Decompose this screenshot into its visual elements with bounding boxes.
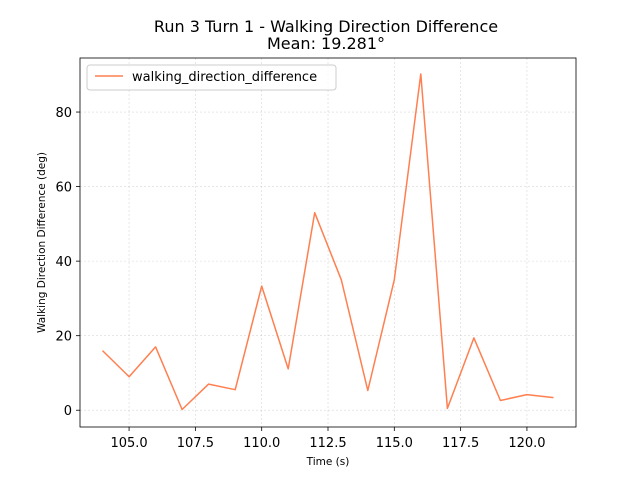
grid xyxy=(80,58,576,427)
legend-entry-label: walking_direction_difference xyxy=(132,70,317,85)
y-tick-label: 60 xyxy=(55,181,72,196)
y-tick-label: 40 xyxy=(55,255,72,270)
chart-title-line1: Run 3 Turn 1 - Walking Direction Differe… xyxy=(154,17,498,36)
y-axis-ticks: 0 20 40 60 80 xyxy=(55,106,80,419)
series-line-walking-direction-difference xyxy=(101,73,554,411)
x-tick-label: 117.5 xyxy=(442,436,479,451)
legend: walking_direction_difference xyxy=(86,64,337,91)
x-axis-ticks: 105.0 107.5 110.0 112.5 115.0 117.5 120.0 xyxy=(110,427,546,451)
legend-box xyxy=(86,64,337,91)
y-tick-label: 20 xyxy=(55,330,72,345)
x-tick-label: 105.0 xyxy=(110,436,147,451)
series-layer xyxy=(101,73,554,411)
x-tick-label: 112.5 xyxy=(309,436,346,451)
x-axis-label: Time (s) xyxy=(306,456,350,468)
chart-title-line2: Mean: 19.281° xyxy=(267,34,385,53)
x-tick-label: 110.0 xyxy=(243,436,280,451)
x-tick-label: 115.0 xyxy=(376,436,413,451)
x-tick-label: 120.0 xyxy=(508,436,545,451)
y-tick-label: 80 xyxy=(55,106,72,121)
x-tick-label: 107.5 xyxy=(177,436,214,451)
y-axis-label: Walking Direction Difference (deg) xyxy=(36,152,48,333)
y-tick-label: 0 xyxy=(64,404,72,419)
